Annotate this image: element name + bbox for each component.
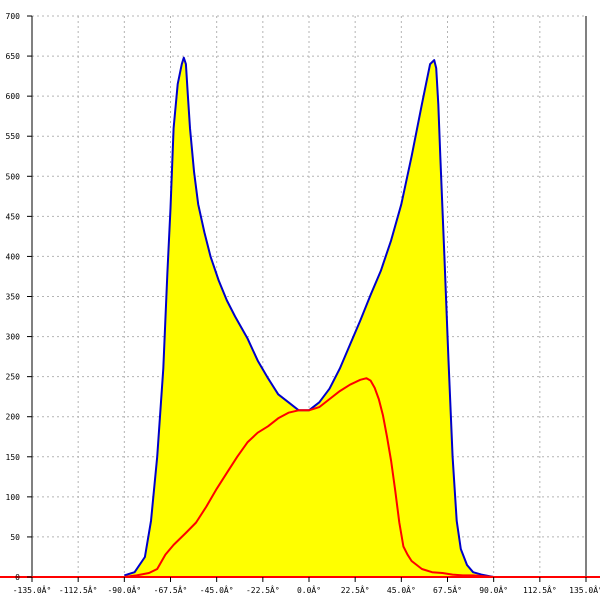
y-tick-label: 250 — [6, 373, 21, 382]
x-tick-label: 45.0Â° — [387, 584, 416, 595]
series-layer — [124, 56, 494, 578]
x-tick-label: 22.5Â° — [341, 584, 370, 595]
x-tick-label: -45.0Â° — [200, 584, 234, 595]
series-line — [124, 377, 494, 578]
x-tick-label: -22.5Â° — [246, 584, 280, 595]
x-tick-label: 67.5Â° — [433, 584, 462, 595]
y-tick-label: 0 — [15, 573, 20, 582]
y-tick-label: 350 — [6, 293, 21, 302]
x-tick-label: -67.5Â° — [154, 584, 188, 595]
y-tick-label: 700 — [6, 12, 21, 21]
y-tick-label: 100 — [6, 493, 21, 502]
y-tick-label: 200 — [6, 413, 21, 422]
x-tick-label: -135.0Â° — [13, 584, 52, 595]
y-tick-label: 50 — [10, 533, 20, 542]
y-tick-label: 550 — [6, 132, 21, 141]
y-tick-label: 450 — [6, 212, 21, 221]
x-tick-label: 90.0Â° — [479, 584, 508, 595]
y-tick-label: 650 — [6, 52, 21, 61]
x-tick-label: 135.0Â° — [569, 584, 600, 595]
y-tick-label: 150 — [6, 453, 21, 462]
y-tick-label: 300 — [6, 333, 21, 342]
x-tick-label: 112.5Â° — [523, 584, 557, 595]
axes — [0, 15, 600, 582]
tick-labels: -135.0Â° -112.5Â° -90.0Â° -67.5Â° -45.0Â° -22… — [6, 12, 600, 595]
series-area-fill — [124, 57, 494, 577]
x-tick-label: -90.0Â° — [107, 584, 141, 595]
x-tick-label: 0.0Â° — [297, 584, 321, 595]
x-tick-label: -112.5Â° — [59, 584, 98, 595]
y-tick-label: 600 — [6, 92, 21, 101]
y-tick-label: 500 — [6, 172, 21, 181]
y-tick-label: 400 — [6, 252, 21, 261]
